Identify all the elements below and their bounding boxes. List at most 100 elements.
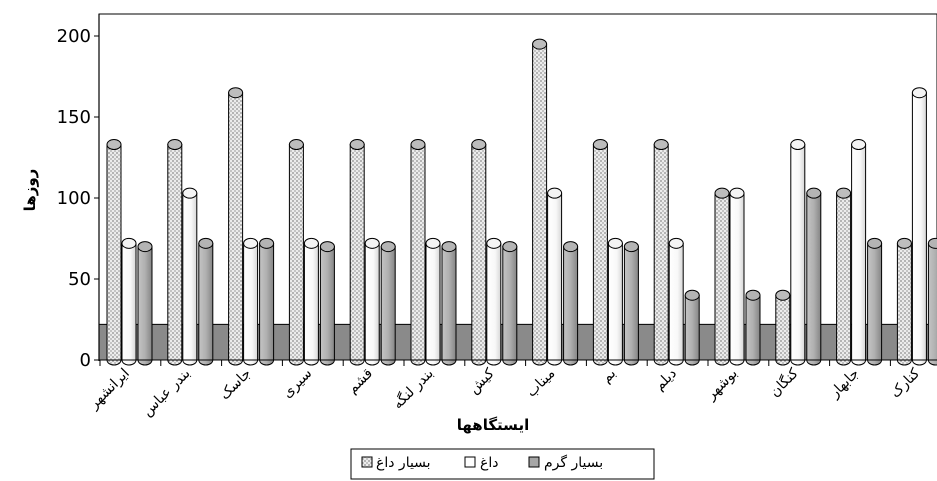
bar-very-warm-14: [927, 237, 937, 366]
legend-box: [350, 448, 655, 480]
bar-very-warm-5: [380, 241, 396, 366]
bar-top: [243, 237, 259, 249]
bar-very-hot-8: [532, 38, 548, 366]
legend-label-very-hot: بسیار داغ: [376, 455, 431, 471]
bar-very-hot-5: [349, 139, 365, 366]
bar-hot-10: [668, 237, 684, 366]
bar-top: [896, 237, 912, 249]
bar-body: [607, 242, 623, 366]
x-tick-label: میناب: [523, 366, 558, 401]
bar-hot-12: [790, 139, 806, 366]
bar-top: [471, 139, 487, 151]
bar-hot-11: [729, 187, 745, 366]
bar-very-hot-4: [288, 139, 304, 366]
bar-body: [775, 294, 791, 366]
bar-very-warm-7: [502, 241, 518, 366]
bar-hot-8: [547, 187, 563, 366]
bar-body: [502, 246, 518, 366]
bar-body: [486, 242, 502, 366]
x-tick-label: بندر لنگه: [389, 365, 437, 413]
bar-body: [729, 192, 745, 366]
bar-body: [684, 294, 700, 366]
bar-body: [745, 294, 761, 366]
bar-body: [410, 144, 426, 366]
bar-body: [167, 144, 183, 366]
bar-top: [927, 237, 937, 249]
bar-top: [349, 139, 365, 151]
bar-top: [288, 139, 304, 151]
bar-very-hot-2: [167, 139, 183, 366]
bar-body: [364, 242, 380, 366]
bar-body: [425, 242, 441, 366]
bar-body: [259, 242, 275, 366]
bar-top: [563, 241, 579, 253]
bar-hot-9: [607, 237, 623, 366]
bar-top: [502, 241, 518, 253]
bar-body: [927, 242, 937, 366]
bar-top: [547, 187, 563, 199]
bar-top: [653, 139, 669, 151]
bar-very-warm-8: [563, 241, 579, 366]
bar-body: [106, 144, 122, 366]
y-tick-label: 0: [80, 350, 91, 371]
bar-very-warm-10: [684, 289, 700, 366]
bar-very-warm-9: [623, 241, 639, 366]
bar-body: [836, 192, 852, 366]
bar-body: [471, 144, 487, 366]
bar-very-warm-6: [441, 241, 457, 366]
x-tick-label: دیلم: [652, 366, 680, 394]
bar-body: [714, 192, 730, 366]
bar-top: [319, 241, 335, 253]
bar-hot-3: [243, 237, 259, 366]
bar-top: [790, 139, 806, 151]
x-tick-label: جابهار: [826, 366, 862, 402]
bar-top: [775, 289, 791, 301]
bar-top: [425, 237, 441, 249]
bar-very-hot-10: [653, 139, 669, 366]
x-tick-label: بوشهر: [703, 366, 741, 404]
bar-body: [198, 242, 214, 366]
bar-body: [243, 242, 259, 366]
bar-hot-14: [911, 87, 927, 366]
bar-very-warm-1: [137, 241, 153, 366]
bar-top: [167, 139, 183, 151]
y-axis-title: روزها: [21, 169, 39, 212]
bar-top: [867, 237, 883, 249]
x-tick-label: کیش: [466, 365, 498, 397]
x-tick-label: کنارک: [888, 365, 924, 401]
legend-swatch-hot: [464, 456, 476, 468]
bar-body: [349, 144, 365, 366]
bar-top: [137, 241, 153, 253]
bar-body: [547, 192, 563, 366]
bar-top: [836, 187, 852, 199]
bar-top: [303, 237, 319, 249]
bar-body: [441, 246, 457, 366]
bar-body: [668, 242, 684, 366]
bar-very-hot-3: [228, 87, 244, 366]
bar-hot-13: [851, 139, 867, 366]
bar-body: [532, 43, 548, 366]
bar-body: [182, 192, 198, 366]
bar-top: [380, 241, 396, 253]
legend-label-very-warm: بسیار گرم: [544, 454, 603, 471]
bar-top: [668, 237, 684, 249]
bar-body: [911, 92, 927, 366]
bar-very-hot-9: [592, 139, 608, 366]
x-tick-label: سیری: [279, 366, 315, 402]
bar-body: [623, 246, 639, 366]
bar-hot-4: [303, 237, 319, 366]
x-tick-label: بم: [599, 366, 620, 387]
bar-top: [745, 289, 761, 301]
bar-body: [380, 246, 396, 366]
y-tick-label: 100: [57, 188, 91, 209]
bar-body: [288, 144, 304, 366]
legend: بسیار داغ داغ بسیار گرم: [350, 448, 655, 480]
legend-swatch-very-hot: [361, 456, 373, 468]
bar-hot-1: [121, 237, 137, 366]
x-tick-label: جاسک: [217, 366, 255, 404]
bar-top: [259, 237, 275, 249]
bar-top: [592, 139, 608, 151]
bar-body: [303, 242, 319, 366]
bar-top: [714, 187, 730, 199]
